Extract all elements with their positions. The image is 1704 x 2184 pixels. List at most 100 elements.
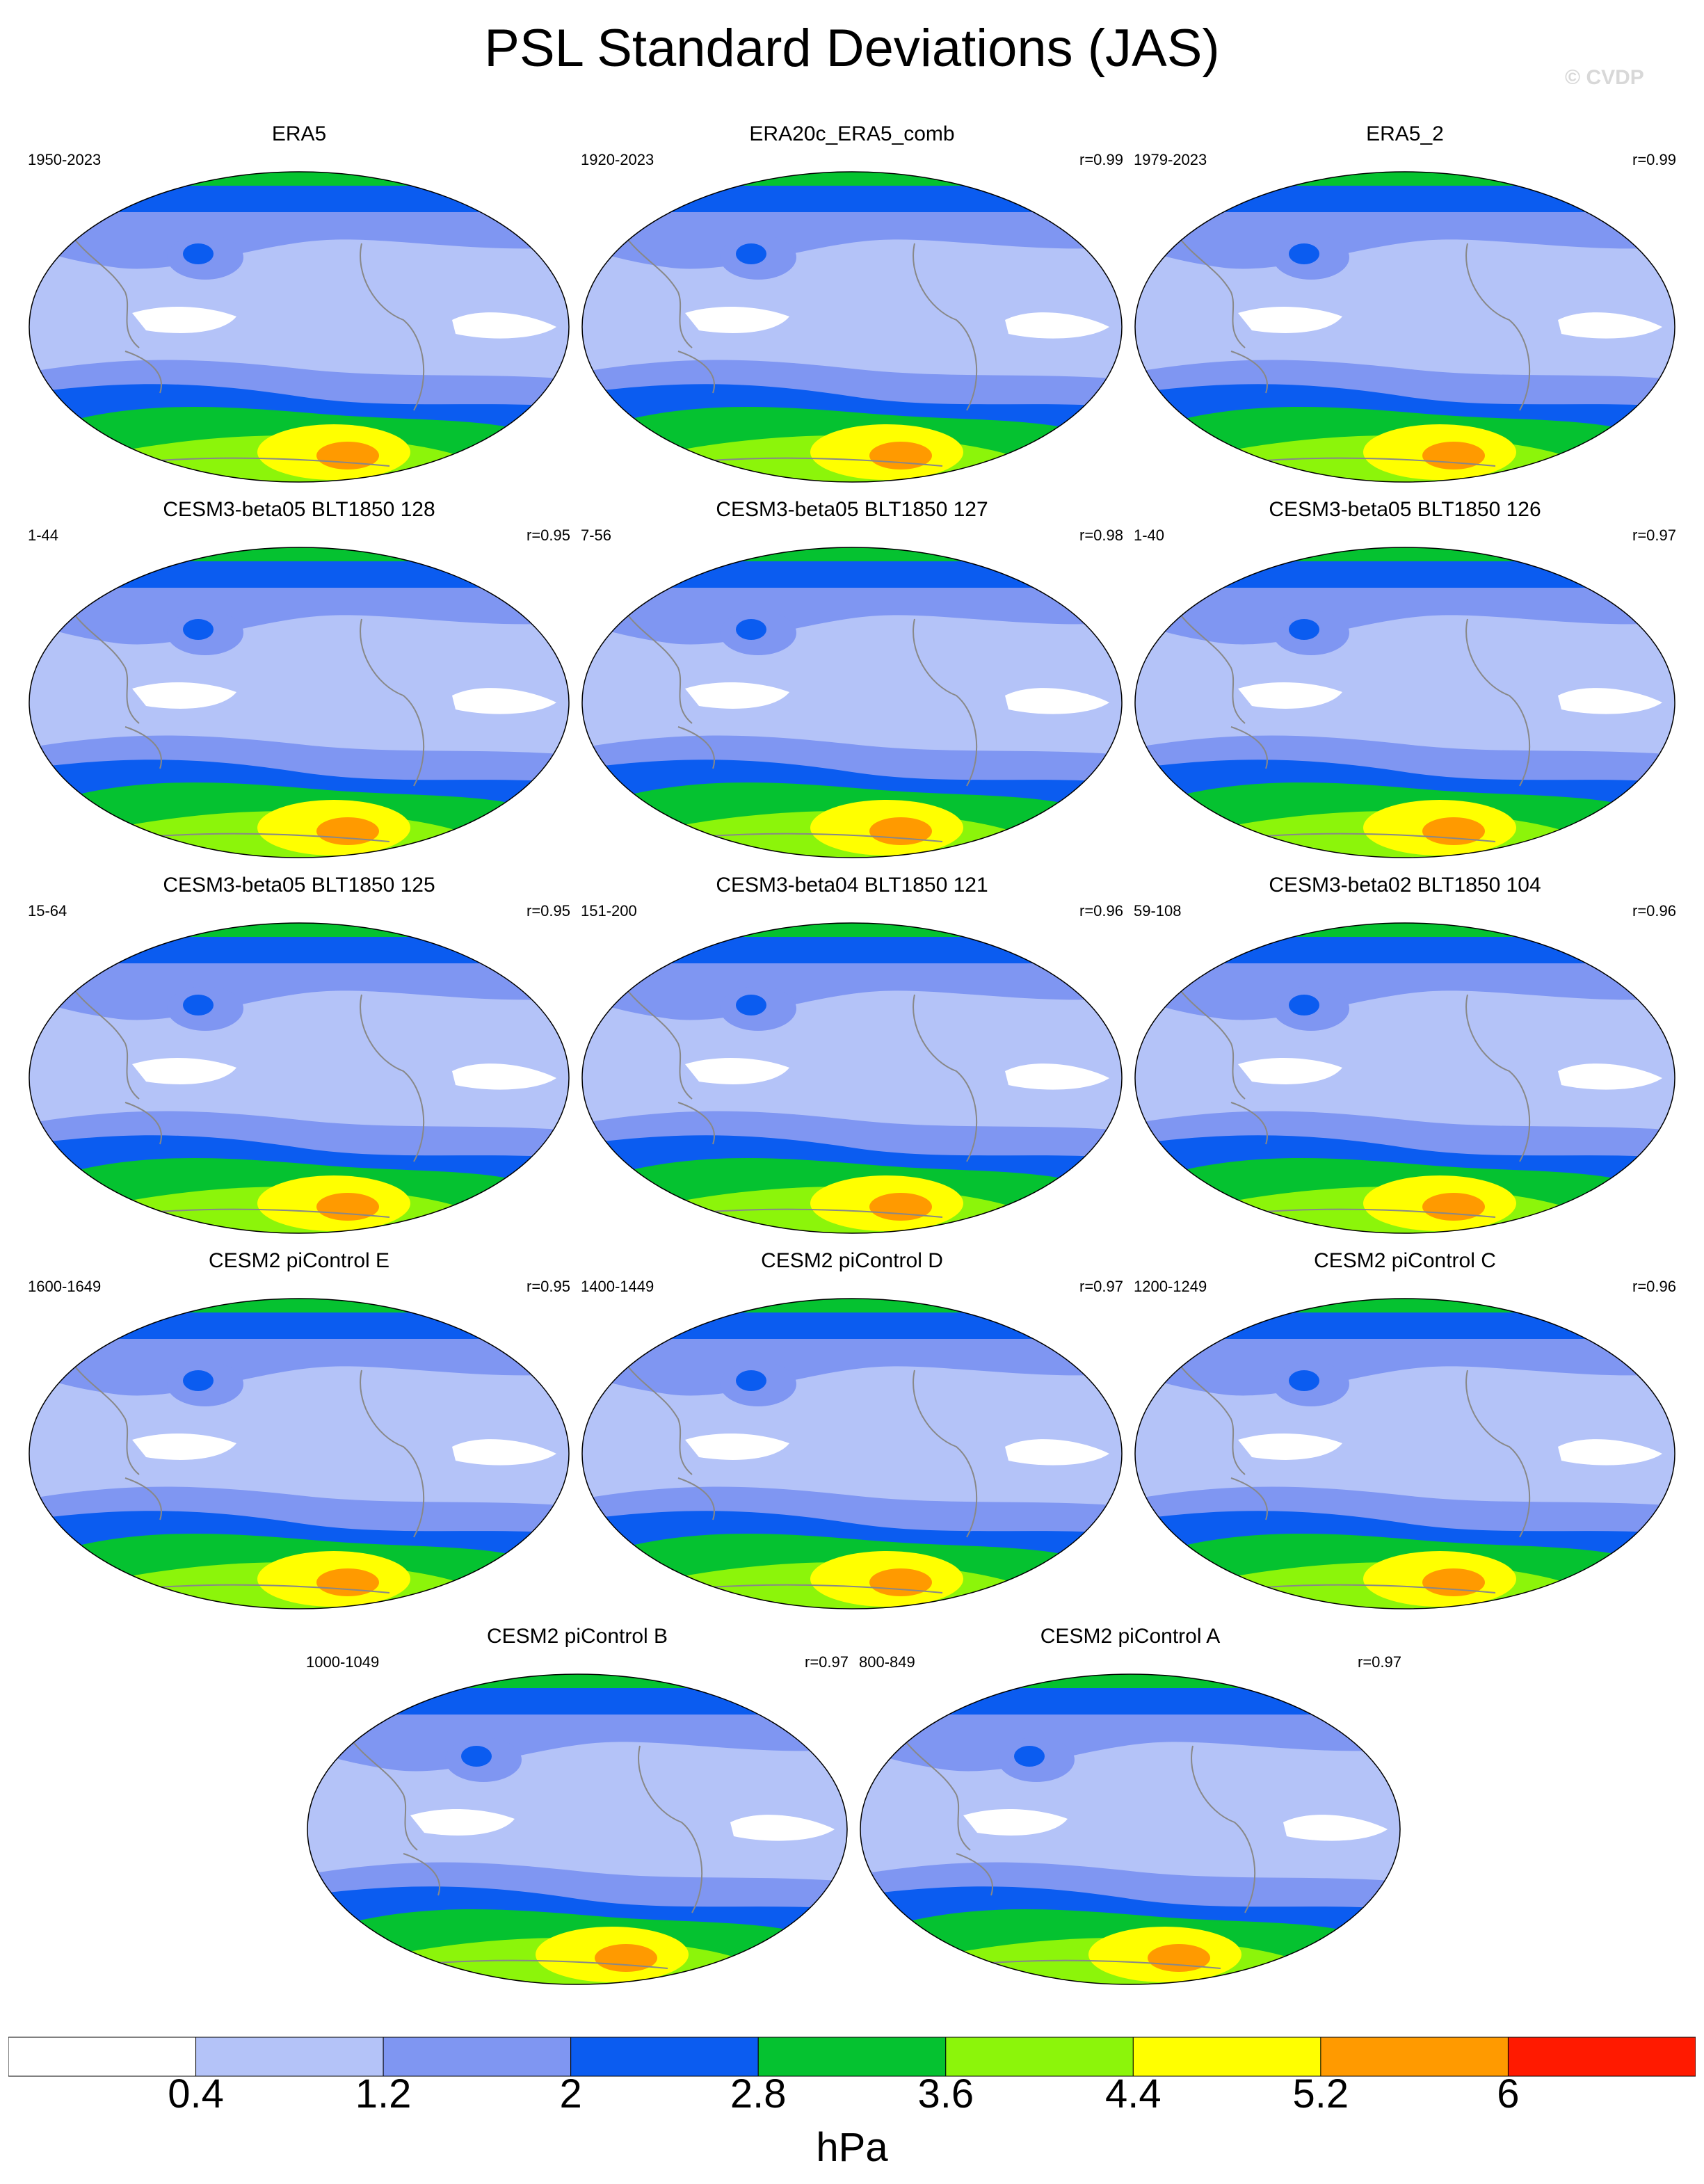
north-band-mid	[582, 1339, 1122, 1396]
coastline-antarctica	[131, 1584, 390, 1593]
south-band-orange	[1422, 817, 1485, 845]
north-pacific-core	[1289, 619, 1319, 640]
coastline-asia	[622, 608, 693, 724]
coastline-australia	[1230, 726, 1268, 769]
tropical-min-east	[730, 1815, 835, 1841]
north-pacific-core	[1014, 1746, 1045, 1767]
coastline-australia	[124, 351, 162, 394]
globe-outline	[29, 922, 570, 1234]
globe-outline	[29, 1298, 570, 1609]
south-band-orange	[316, 1193, 379, 1221]
colorbar-units: hPa	[816, 2125, 888, 2170]
coastline-asia	[1175, 1359, 1246, 1475]
north-pacific-core	[736, 1370, 766, 1391]
tropical-min-east	[1558, 312, 1662, 339]
coastline-australia	[677, 351, 715, 394]
panel-period: 1950-2023	[28, 151, 102, 168]
colorbar-label-4: 2.8	[730, 2071, 787, 2117]
north-band-green	[582, 547, 1122, 561]
north-band-mid	[1135, 588, 1675, 645]
globe-outline	[581, 1298, 1123, 1609]
south-band-orange	[595, 1944, 657, 1972]
panel-correlation: r=0.98	[1079, 527, 1123, 544]
tropical-min-east	[1558, 1439, 1662, 1466]
coastline-americas	[360, 243, 425, 411]
panel-correlation: r=0.95	[527, 1278, 570, 1295]
colorbar-swatch-6	[945, 2037, 1134, 2077]
coastline-asia	[1175, 232, 1246, 348]
south-band-orange	[316, 442, 379, 469]
north-band-green	[1135, 1299, 1675, 1312]
tropical-min-west	[963, 1808, 1068, 1836]
tropical-min-east	[1558, 688, 1662, 714]
north-band-green	[582, 1299, 1122, 1312]
panel-correlation: r=0.96	[1632, 902, 1676, 920]
north-pacific-core	[461, 1746, 492, 1767]
colorbar-swatch-9	[1507, 2037, 1696, 2077]
panel-correlation: r=0.97	[1632, 527, 1676, 544]
tropical-min-west	[685, 682, 789, 709]
tropical-min-east	[1005, 312, 1109, 339]
north-pacific-core	[183, 243, 214, 264]
north-band-green	[860, 1674, 1400, 1688]
coastline-americas	[1465, 1370, 1531, 1538]
north-band-green	[29, 923, 569, 937]
tropical-min-east	[452, 1439, 556, 1466]
coastline-asia	[69, 1359, 140, 1475]
panel-title: CESM3-beta05 BLT1850 127	[716, 498, 988, 521]
tropical-min-west	[132, 1057, 236, 1084]
coastline-antarctica	[131, 457, 390, 467]
coastline-americas	[360, 994, 425, 1162]
tropical-min-east	[1558, 1063, 1662, 1090]
coastline-australia	[1230, 1477, 1268, 1520]
colorbar-swatch-4	[570, 2037, 759, 2077]
map-panel-5: CESM3-beta05 BLT1850 127 7-56 r=0.98	[581, 497, 1123, 859]
coastline-antarctica	[1237, 833, 1496, 842]
colorbar-swatch-1	[8, 2037, 197, 2077]
panel-period: 1000-1049	[306, 1653, 380, 1671]
north-band-mid	[1135, 212, 1675, 269]
panel-period: 800-849	[859, 1653, 915, 1671]
panel-title: CESM2 piControl A	[1040, 1625, 1221, 1648]
map-panel-9: CESM3-beta02 BLT1850 104 59-108 r=0.96	[1134, 873, 1676, 1235]
north-band-mid	[29, 212, 569, 269]
north-band-mid	[582, 588, 1122, 645]
coastline-antarctica	[131, 833, 390, 842]
coastline-antarctica	[684, 1584, 943, 1593]
north-band-green	[582, 172, 1122, 186]
south-band-orange	[316, 1568, 379, 1596]
panel-period: 1200-1249	[1134, 1278, 1207, 1295]
coastline-australia	[124, 726, 162, 769]
south-band-orange	[869, 1193, 932, 1221]
coastline-americas	[913, 243, 978, 411]
colorbar-label-3: 2	[559, 2071, 582, 2117]
globe-outline	[581, 922, 1123, 1234]
panel-title: CESM3-beta05 BLT1850 128	[163, 498, 435, 521]
north-band-green	[1135, 923, 1675, 937]
globe-map	[1134, 1298, 1675, 1609]
map-panel-10: CESM2 piControl E 1600-1649 r=0.95	[28, 1248, 570, 1610]
south-band-orange	[1422, 442, 1485, 469]
coastline-americas	[360, 618, 425, 787]
coastline-asia	[1175, 983, 1246, 1100]
panel-period: 7-56	[581, 527, 612, 544]
map-panel-6: CESM3-beta05 BLT1850 126 1-40 r=0.97	[1134, 497, 1676, 859]
north-pacific-core	[1289, 243, 1319, 264]
colorbar-swatch-5	[757, 2037, 947, 2077]
colorbar-label-8: 6	[1497, 2071, 1520, 2117]
colorbar-swatch-8	[1320, 2037, 1509, 2077]
north-band-mid	[1135, 1339, 1675, 1396]
coastline-australia	[124, 1102, 162, 1145]
north-band-mid	[582, 963, 1122, 1020]
globe-map	[29, 922, 570, 1234]
coastline-australia	[124, 1477, 162, 1520]
north-band-green	[307, 1674, 847, 1688]
tropical-min-east	[452, 312, 556, 339]
panel-period: 59-108	[1134, 902, 1182, 920]
tropical-min-west	[132, 306, 236, 333]
panel-title: CESM3-beta02 BLT1850 104	[1269, 874, 1541, 897]
coastline-asia	[69, 608, 140, 724]
north-pacific-core	[1289, 995, 1319, 1015]
globe-map	[860, 1673, 1401, 1985]
north-pacific-core	[183, 619, 214, 640]
